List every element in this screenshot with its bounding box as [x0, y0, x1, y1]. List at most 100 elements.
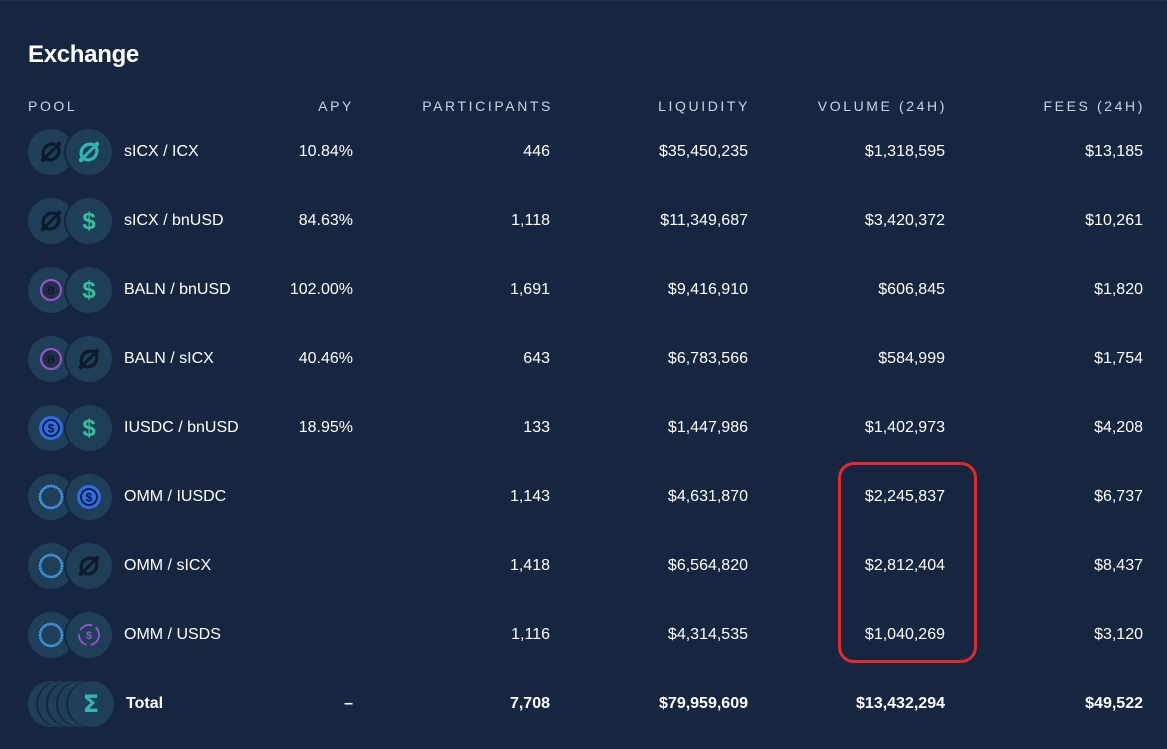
svg-text:$: $	[48, 421, 55, 435]
liquidity-value: $1,447,986	[667, 418, 748, 436]
volume-value: $1,040,269	[864, 625, 945, 643]
pool-pair-label: BALN / sICX	[124, 349, 214, 367]
column-header-pool: POOL	[28, 98, 78, 114]
total-participants-value: 7,708	[509, 694, 550, 712]
svg-text:$: $	[82, 208, 96, 235]
bnusd-icon: $	[66, 266, 112, 313]
pair-icons	[28, 128, 116, 175]
usds-icon: $	[66, 611, 112, 658]
pair-icons: B $	[28, 266, 116, 313]
volume-value: $584,999	[878, 349, 945, 367]
svg-text:$: $	[86, 490, 93, 504]
omm-icon	[28, 611, 74, 658]
pair-icons: $	[28, 197, 116, 244]
fees-value: $10,261	[1085, 211, 1143, 229]
column-header-volume: VOLUME (24H)	[817, 98, 947, 114]
pair-icons: B	[28, 335, 116, 382]
total-apy-value: –	[344, 694, 353, 712]
volume-highlight-box	[838, 462, 977, 663]
liquidity-value: $4,314,535	[667, 625, 748, 643]
liquidity-value: $9,416,910	[667, 280, 748, 298]
column-header-participants: PARTICIPANTS	[422, 98, 553, 114]
column-header-apy: APY	[318, 98, 354, 114]
participants-value: 1,418	[509, 556, 550, 574]
bnusd-icon: $	[66, 404, 112, 451]
volume-value: $606,845	[878, 280, 945, 298]
bnusd-icon: $	[66, 197, 112, 244]
apy-value: 10.84%	[298, 142, 353, 160]
participants-value: 133	[523, 418, 550, 436]
liquidity-value: $11,349,687	[660, 211, 748, 229]
pool-pair-label: sICX / bnUSD	[124, 211, 224, 229]
pool-pair-label: OMM / IUSDC	[124, 487, 227, 505]
column-header-fees: FEES (24H)	[1043, 98, 1145, 114]
apy-value: 102.00%	[289, 280, 353, 298]
total-label: Total	[126, 694, 164, 712]
sicx-icon	[66, 542, 112, 589]
sicx-icon	[66, 335, 112, 382]
pool-row[interactable]: $ $ IUSDC / bnUSD 18.95% 133 $1,447,986 $1,402…	[0, 393, 1167, 462]
fees-value: $4,208	[1094, 418, 1143, 436]
pool-row[interactable]: $ OMM / USDS 1,116 $4,314,535 $1,040,269 $3,1…	[0, 600, 1167, 669]
pair-icons: $ $	[28, 404, 116, 451]
column-header-liquidity: LIQUIDITY	[658, 98, 750, 114]
pair-icons: $	[28, 611, 116, 658]
total-volume-value: $13,432,294	[856, 694, 945, 712]
participants-value: 1,116	[511, 625, 550, 643]
total-fees-value: $49,522	[1085, 694, 1143, 712]
apy-value: 84.63%	[298, 211, 353, 229]
pool-row[interactable]: $ sICX / bnUSD 84.63% 1,118 $11,349,687 $3,42…	[0, 186, 1167, 255]
baln-icon: B	[28, 335, 74, 382]
fees-value: $13,185	[1085, 142, 1143, 160]
pool-row[interactable]: B $ BALN / bnUSD 102.00% 1,691 $9,416,910 $606…	[0, 255, 1167, 324]
liquidity-value: $6,783,566	[667, 349, 748, 367]
participants-value: 1,118	[511, 211, 550, 229]
total-icons: Σ	[28, 680, 116, 727]
liquidity-value: $6,564,820	[667, 556, 748, 574]
fees-value: $6,737	[1094, 487, 1143, 505]
fees-value: $1,754	[1094, 349, 1143, 367]
svg-text:$: $	[82, 277, 96, 304]
volume-value: $2,812,404	[864, 556, 945, 574]
volume-value: $1,402,973	[864, 418, 945, 436]
participants-value: 1,691	[509, 280, 550, 298]
liquidity-value: $35,450,235	[659, 142, 748, 160]
fees-value: $3,120	[1094, 625, 1143, 643]
pool-row[interactable]: sICX / ICX 10.84% 446 $35,450,235 $1,318,595…	[0, 117, 1167, 186]
svg-text:$: $	[82, 415, 96, 442]
apy-value: 40.46%	[298, 349, 353, 367]
pair-icons	[28, 542, 116, 589]
pool-pair-label: IUSDC / bnUSD	[124, 418, 239, 436]
apy-value: 18.95%	[298, 418, 353, 436]
total-row: Σ Total – 7,708 $79,959,609 $13,432,294 $49,52…	[0, 669, 1167, 738]
volume-value: $2,245,837	[864, 487, 945, 505]
pool-pair-label: OMM / USDS	[124, 625, 221, 643]
svg-text:Σ: Σ	[83, 690, 99, 718]
fees-value: $8,437	[1094, 556, 1143, 574]
participants-value: 1,143	[509, 487, 550, 505]
participants-value: 643	[523, 349, 550, 367]
svg-text:B: B	[47, 285, 55, 297]
sigma-icon: Σ	[68, 680, 114, 727]
pool-pair-label: BALN / bnUSD	[124, 280, 231, 298]
pair-icons: $	[28, 473, 116, 520]
icx-icon	[66, 128, 112, 175]
iusdc-icon: $	[66, 473, 112, 520]
volume-value: $3,420,372	[864, 211, 945, 229]
pool-row[interactable]: $ OMM / IUSDC 1,143 $4,631,870 $2,245,837 $6,…	[0, 462, 1167, 531]
pool-row[interactable]: B BALN / sICX 40.46% 643 $6,783,566 $584,999…	[0, 324, 1167, 393]
page-title: Exchange	[28, 41, 139, 68]
pool-row[interactable]: OMM / sICX 1,418 $6,564,820 $2,812,404 $8,43…	[0, 531, 1167, 600]
pool-pair-label: OMM / sICX	[124, 556, 212, 574]
liquidity-value: $4,631,870	[667, 487, 748, 505]
svg-text:B: B	[47, 354, 55, 366]
fees-value: $1,820	[1094, 280, 1143, 298]
pool-pair-label: sICX / ICX	[124, 142, 199, 160]
baln-icon: B	[28, 266, 74, 313]
participants-value: 446	[523, 142, 550, 160]
volume-value: $1,318,595	[864, 142, 945, 160]
total-liquidity-value: $79,959,609	[659, 694, 748, 712]
svg-text:$: $	[86, 630, 92, 642]
iusdc-icon: $	[28, 404, 74, 451]
